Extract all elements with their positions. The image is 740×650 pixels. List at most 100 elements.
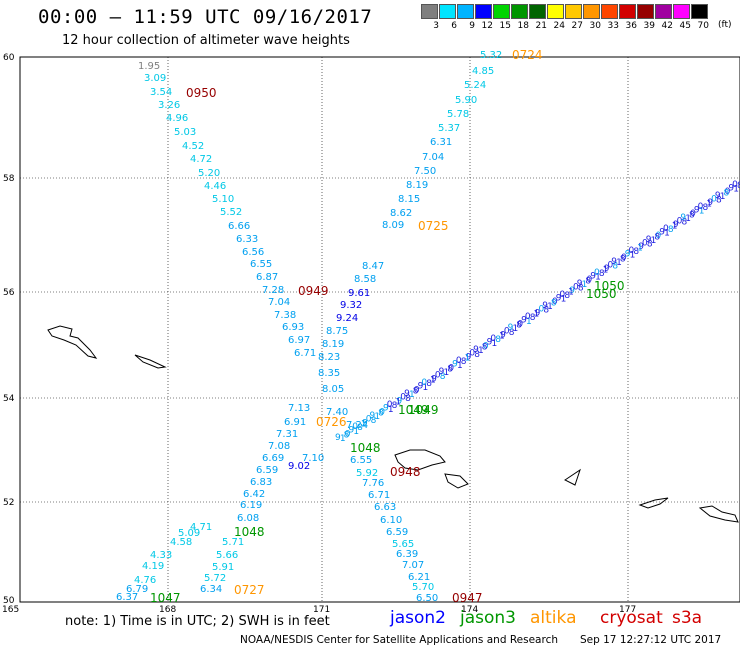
wave-height-label: 7.07 (402, 560, 424, 571)
wave-height-label: 3.54 (150, 87, 172, 98)
color-scale-label: 45 (679, 21, 691, 31)
color-scale-label: 3 (433, 21, 439, 31)
track-mark: 9 (418, 382, 424, 392)
track-mark: 1 (499, 331, 505, 341)
track-mark: 8 (599, 269, 605, 279)
wave-height-label: 6.69 (262, 453, 284, 464)
color-swatch (583, 4, 600, 19)
track-mark: 8 (585, 276, 591, 286)
track-mark: 0 (366, 415, 372, 425)
track-mark: 9 (728, 184, 734, 194)
longitude-label: 168 (159, 605, 176, 615)
pass-time-label: 0724 (512, 48, 543, 62)
track-mark: 0 (594, 268, 600, 278)
color-swatch (619, 4, 636, 19)
track-mark: 8 (551, 298, 557, 308)
track-mark: 8 (578, 284, 584, 294)
wave-height-label: 8.47 (362, 261, 384, 272)
track-mark: 9 (638, 242, 644, 252)
wave-height-label: 4.58 (170, 537, 192, 548)
track-mark: 0 (525, 312, 531, 322)
latitude-label: 54 (3, 394, 15, 404)
wave-height-label: 5.78 (447, 109, 469, 120)
track-mark: 1 (561, 295, 567, 305)
track-mark: 1 (409, 390, 415, 400)
wave-height-label: 4.72 (190, 154, 212, 165)
wave-height-label: 5.09 (178, 528, 200, 539)
wave-height-label: 6.10 (380, 515, 402, 526)
pass-time-label: 0727 (234, 583, 265, 597)
track-mark: 8 (378, 408, 384, 418)
track-mark: 9 (397, 396, 403, 406)
legend-jason2: jason2 (390, 608, 446, 628)
color-scale-label: 6 (451, 21, 457, 31)
color-swatch (655, 4, 672, 19)
color-swatch (637, 4, 654, 19)
track-mark: 9 (404, 389, 410, 399)
wave-height-values: 1.953.09 3.54 3.26 4.96 5.03 4.52 4.72 5.20 4.46… (0, 0, 502, 604)
track-mark: 1 (430, 375, 436, 385)
wave-height-label: 6.71 (294, 348, 316, 359)
track-mark: 0 (435, 371, 441, 381)
longitude-label: 177 (619, 605, 636, 615)
island-nunivak (444, 473, 469, 489)
track-mark: 9 (383, 404, 389, 414)
track-mark: 0 (690, 209, 696, 219)
credit-line: NOAA/NESDIS Center for Satellite Applica… (240, 634, 558, 646)
track-mark: 9 (370, 411, 376, 421)
wave-height-label: 6.21 (408, 572, 430, 583)
track-mark: 8 (689, 210, 695, 220)
track-mark: 8 (702, 203, 708, 213)
pass-time-labels: 0950 0949 0948 0947 0724 0725 0726 0727 1049 1048… (150, 48, 625, 605)
wave-height-label: 3.26 (158, 100, 180, 111)
track-mark: 0 (421, 378, 427, 388)
wave-height-label: 4.85 (472, 66, 494, 77)
track-mark: 8 (530, 313, 536, 323)
track-mark: 8 (620, 254, 626, 264)
track-mark: 8 (516, 320, 522, 330)
track-mark: 0 (586, 275, 592, 285)
wave-height-label: 6.56 (242, 247, 264, 258)
wave-height-label: 6.66 (228, 221, 250, 232)
track-mark: 8 (461, 357, 467, 367)
latitude-label: 60 (3, 53, 15, 63)
longitude-label: 171 (313, 605, 330, 615)
wave-height-label: 8.35 (318, 368, 340, 379)
wave-height-label: 7.40 (326, 407, 348, 418)
track-mark: 1 (664, 229, 670, 239)
track-mark: 0 (732, 180, 738, 190)
wave-height-label: 9.32 (340, 300, 362, 311)
pass-time-label: 1049 (398, 403, 429, 417)
wave-height-label: 8.19 (406, 180, 428, 191)
wave-height-label: 6.39 (396, 549, 418, 560)
track-mark: 0 (469, 349, 475, 359)
latitude-label: 56 (3, 288, 15, 298)
wave-height-label: 7.31 (276, 429, 298, 440)
track-mark: 1 (340, 434, 346, 444)
island-west (47, 325, 98, 359)
wave-height-label: 6.97 (288, 335, 310, 346)
track-mark: 0 (483, 341, 489, 351)
color-swatch (439, 4, 456, 19)
pass-time-label: 1050 (594, 279, 625, 293)
track-mark: 0 (725, 187, 731, 197)
track-mark: 1 (637, 243, 643, 253)
wave-height-label: 8.23 (318, 352, 340, 363)
track-mark: 1 (395, 397, 401, 407)
track-mark: 9 (556, 294, 562, 304)
color-swatch (457, 4, 474, 19)
track-mark: 0 (345, 429, 351, 439)
color-scale-label: 12 (481, 21, 493, 31)
track-mark: 0 (711, 195, 717, 205)
page-subtitle: 12 hour collection of altimeter wave hei… (62, 33, 350, 48)
track-mark: 0 (642, 239, 648, 249)
track-mark: 0 (573, 283, 579, 293)
wave-height-label: 5.20 (198, 168, 220, 179)
track-mark: 0 (456, 356, 462, 366)
wave-height-label: 8.62 (390, 208, 412, 219)
wave-height-label: 7.08 (268, 441, 290, 452)
track-mark: 9 (473, 345, 479, 355)
track-mark: 8 (495, 335, 501, 345)
wave-height-label: 7.10 (302, 453, 324, 464)
